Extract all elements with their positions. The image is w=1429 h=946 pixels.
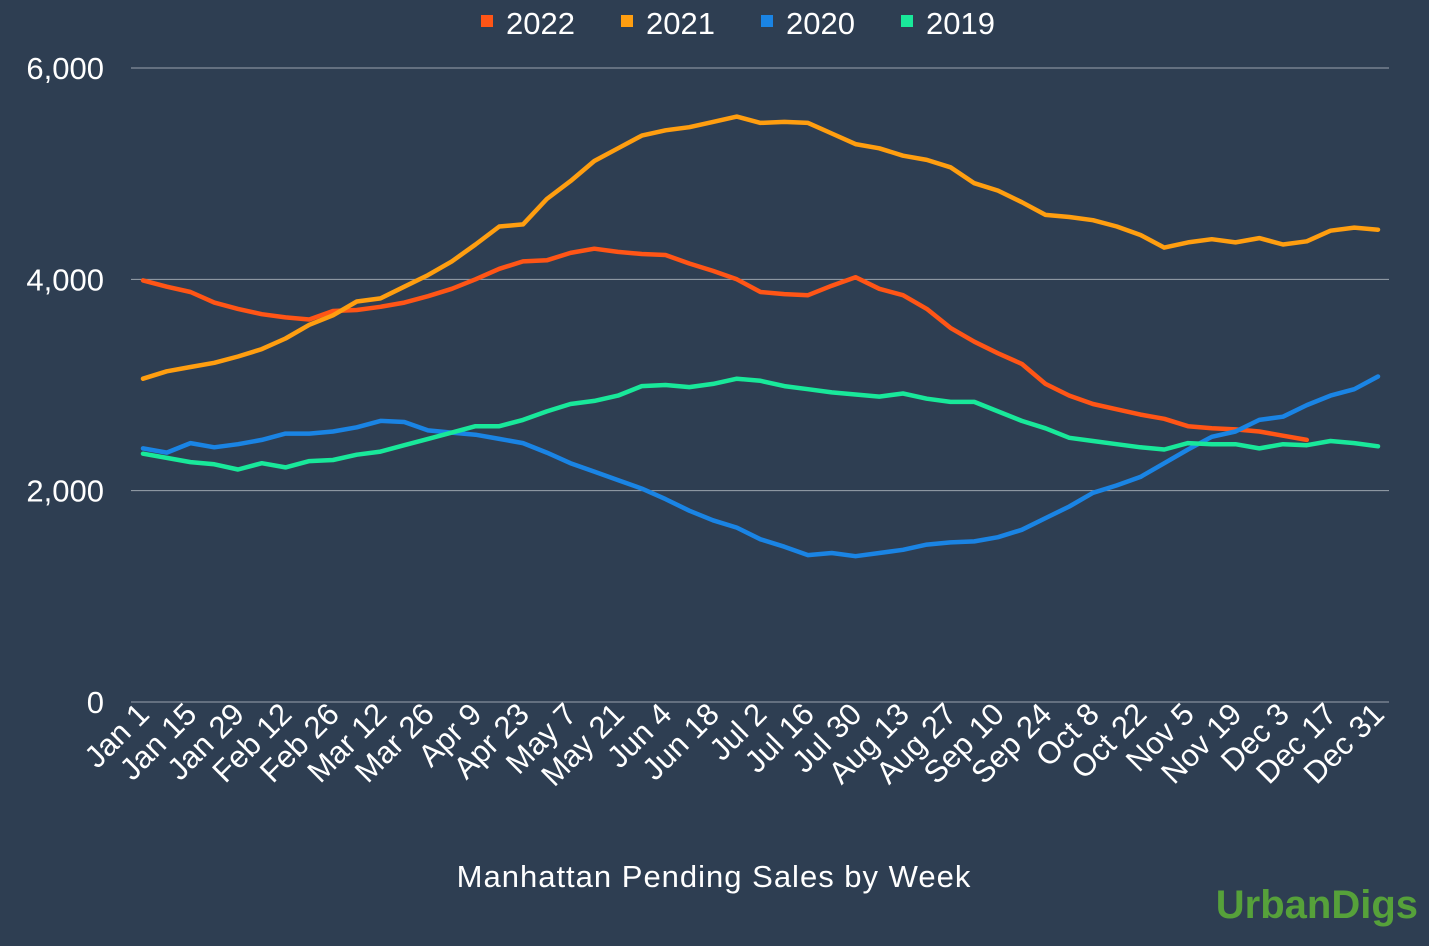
y-tick-label: 0 [87,685,104,720]
legend-label: 2021 [646,6,715,41]
series-2021 [143,117,1378,379]
legend: 2022 2021 2020 2019 [481,6,995,41]
series-2022 [143,249,1307,440]
legend-swatch [481,15,493,27]
legend-swatch [621,15,633,27]
legend-label: 2020 [786,6,855,41]
gridlines [131,68,1389,702]
x-axis-title: Manhattan Pending Sales by Week [457,859,972,894]
urbandigs-logo: UrbanDigs [1216,883,1418,927]
series-line-2020 [143,377,1378,557]
series-line-2021 [143,117,1378,379]
y-tick-label: 2,000 [26,474,104,509]
y-tick-label: 4,000 [26,262,104,297]
series-2020 [143,376,1378,556]
legend-label: 2019 [926,6,995,41]
y-tick-label: 6,000 [26,51,104,86]
series-line-2022 [143,249,1307,440]
legend-swatch [761,15,773,27]
legend-swatch [901,15,913,27]
y-axis-tick-labels: 0 2,000 4,000 6,000 [26,51,104,720]
legend-label: 2022 [506,6,575,41]
series-line-2019 [143,379,1378,470]
series-2019 [143,379,1378,470]
